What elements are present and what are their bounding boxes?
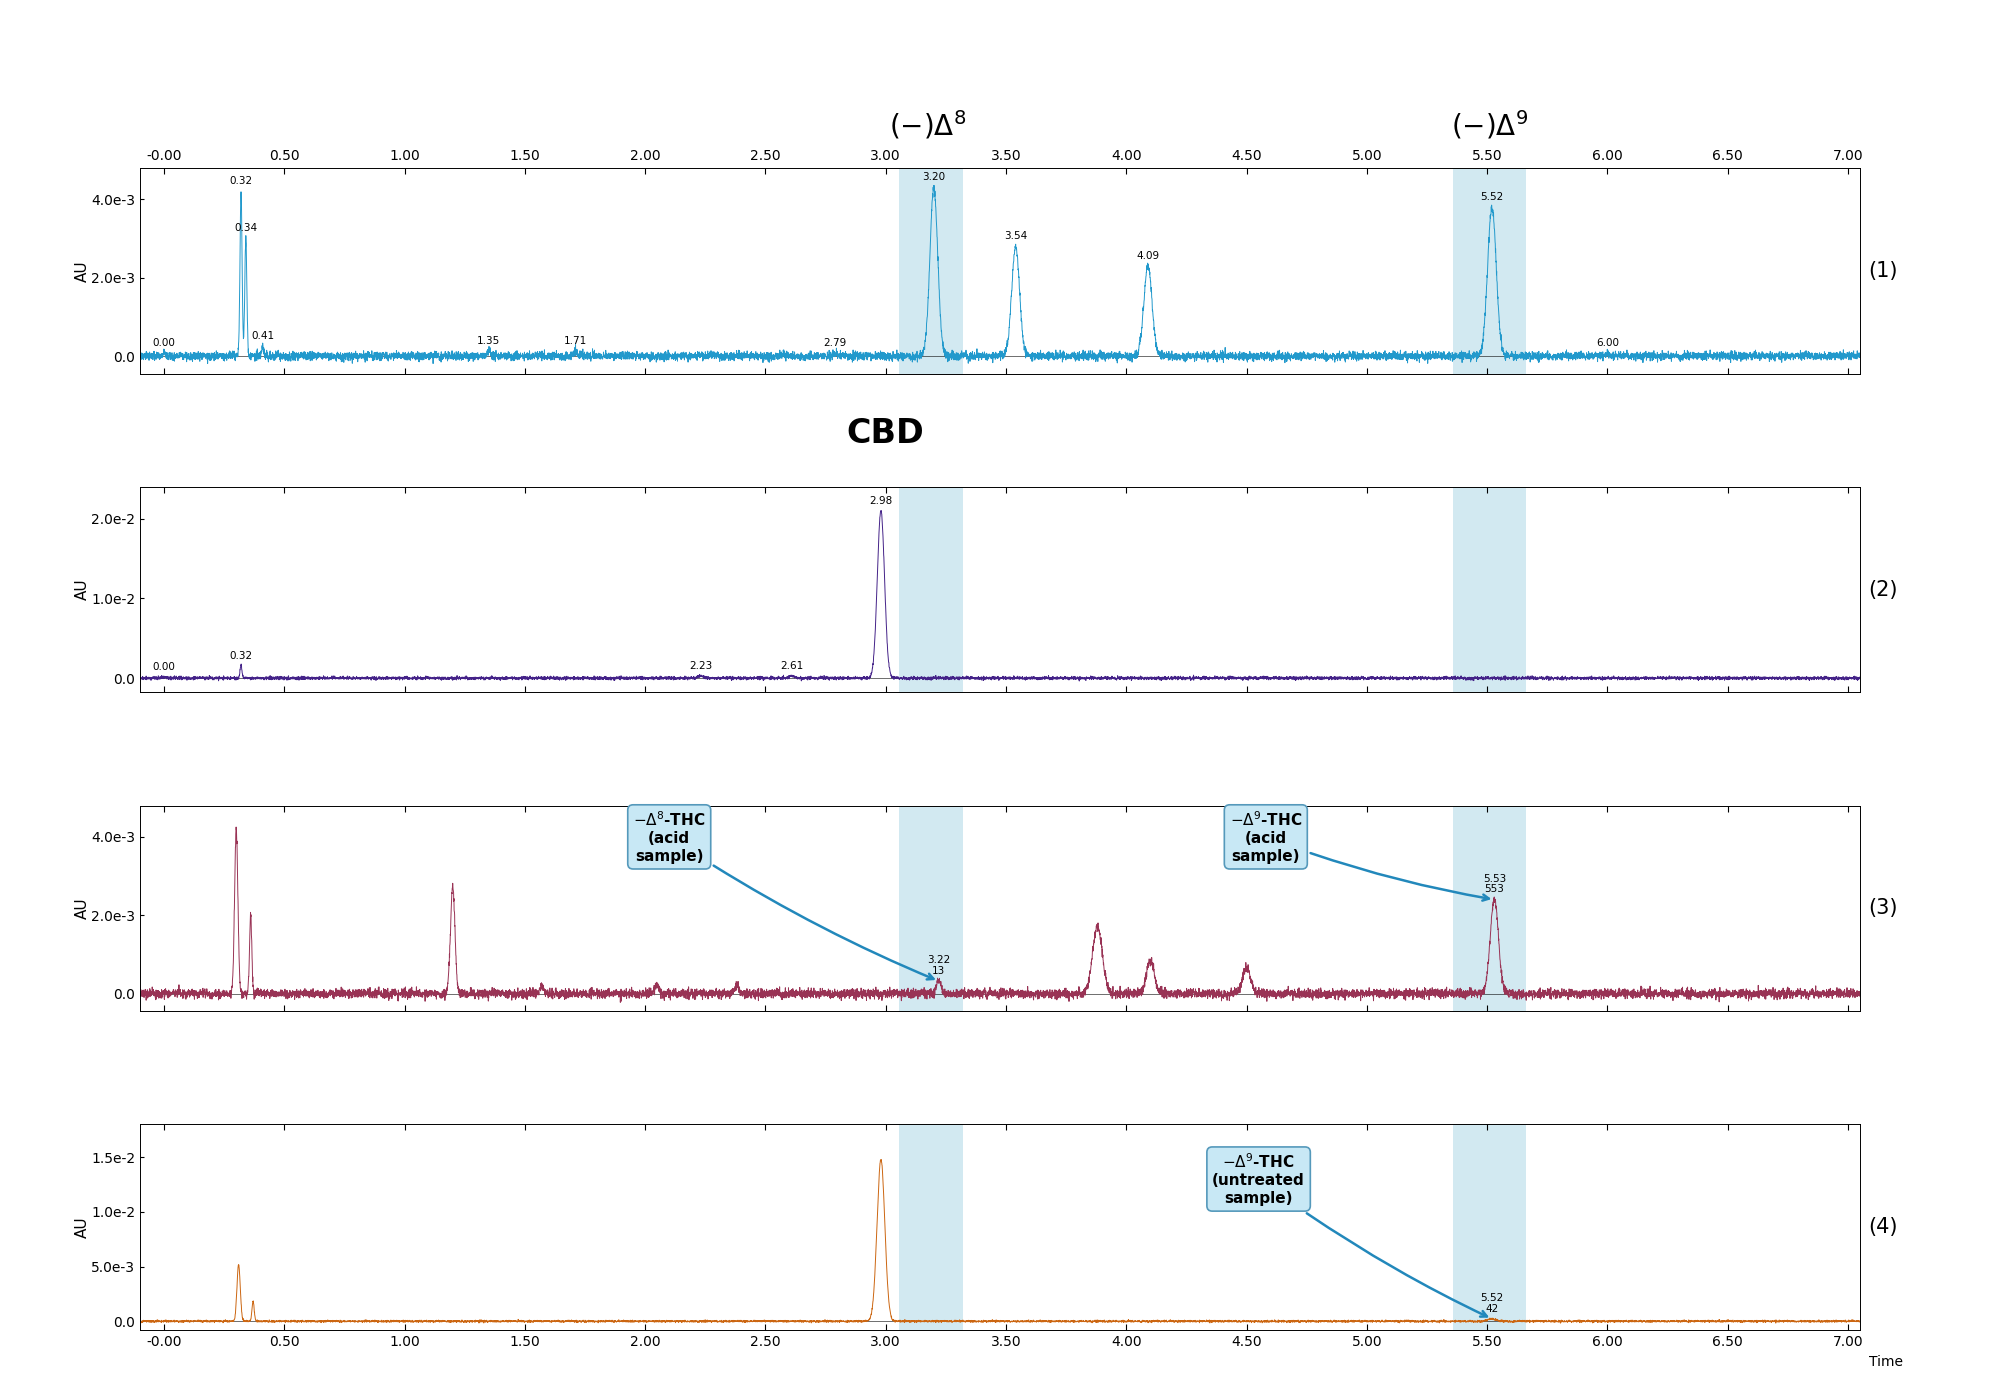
- Text: 2.23: 2.23: [688, 661, 712, 671]
- Text: 1.71: 1.71: [564, 336, 588, 346]
- Text: $(-)\Delta^8$: $(-)\Delta^8$: [890, 108, 966, 141]
- Text: 2.98: 2.98: [870, 496, 892, 505]
- Bar: [1454, 487, 1526, 693]
- Bar: [1454, 168, 1526, 374]
- Bar: [898, 168, 962, 374]
- Text: CBD: CBD: [846, 417, 924, 449]
- Text: 3.22
13: 3.22 13: [928, 955, 950, 976]
- Text: 1.35: 1.35: [478, 336, 500, 346]
- Text: 0.00: 0.00: [152, 337, 176, 347]
- Text: 4.09: 4.09: [1136, 251, 1160, 260]
- Y-axis label: AU: AU: [74, 1217, 90, 1238]
- Text: $-\Delta^9$-THC
(untreated
sample): $-\Delta^9$-THC (untreated sample): [1212, 1152, 1486, 1316]
- Text: 0.32: 0.32: [230, 176, 252, 186]
- Text: Time: Time: [1868, 1355, 1902, 1369]
- Text: $-\Delta^9$-THC
(acid
sample): $-\Delta^9$-THC (acid sample): [1230, 811, 1488, 900]
- Bar: [898, 487, 962, 693]
- Text: (2): (2): [1868, 580, 1898, 599]
- Text: (1): (1): [1868, 260, 1898, 281]
- Y-axis label: AU: AU: [74, 897, 90, 920]
- Text: 6.00: 6.00: [1596, 337, 1618, 347]
- Text: 0.00: 0.00: [152, 662, 176, 672]
- Text: 5.53
553: 5.53 553: [1482, 874, 1506, 895]
- Bar: [1454, 1124, 1526, 1330]
- Text: 3.54: 3.54: [1004, 231, 1028, 241]
- Bar: [898, 1124, 962, 1330]
- Text: 0.32: 0.32: [230, 651, 252, 661]
- Y-axis label: AU: AU: [74, 260, 90, 281]
- Text: 0.34: 0.34: [234, 224, 258, 234]
- Bar: [898, 805, 962, 1011]
- Text: 0.41: 0.41: [252, 332, 274, 342]
- Text: (4): (4): [1868, 1217, 1898, 1238]
- Text: 5.52: 5.52: [1480, 192, 1504, 202]
- Text: 2.61: 2.61: [780, 661, 804, 671]
- Text: (3): (3): [1868, 899, 1898, 918]
- Text: 2.79: 2.79: [824, 337, 846, 347]
- Text: $-\Delta^8$-THC
(acid
sample): $-\Delta^8$-THC (acid sample): [634, 811, 934, 980]
- Bar: [1454, 805, 1526, 1011]
- Text: 5.52
42: 5.52 42: [1480, 1294, 1504, 1313]
- Text: 3.20: 3.20: [922, 172, 946, 182]
- Y-axis label: AU: AU: [74, 578, 90, 601]
- Text: $(-)\Delta^9$: $(-)\Delta^9$: [1450, 108, 1528, 141]
